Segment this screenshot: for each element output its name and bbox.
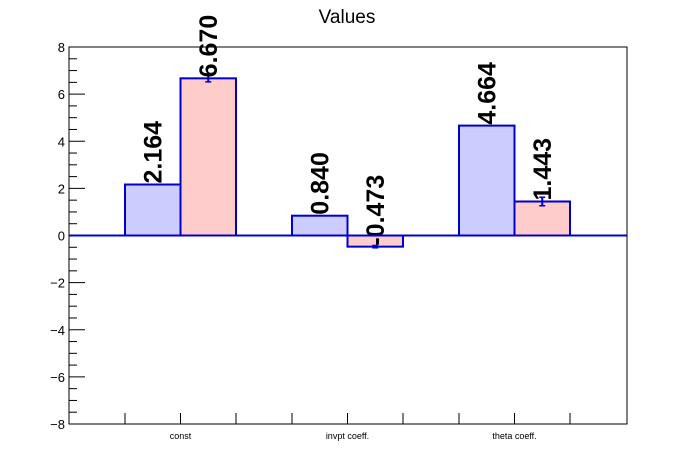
y-tick-label: 0 <box>58 229 65 244</box>
bar <box>458 124 516 237</box>
bar-value-label: 1.443 <box>529 138 557 201</box>
y-tick-label: 8 <box>58 40 65 55</box>
y-tick-label: −8 <box>50 417 65 432</box>
bar-value-label: 4.664 <box>474 62 502 125</box>
bar <box>124 183 182 237</box>
y-tick-label: −6 <box>50 370 65 385</box>
plot-area: −8 −6 −4 −2 0 2 4 6 8 const invpt coeff. theta coef… <box>50 15 628 441</box>
bar <box>291 214 349 237</box>
y-tick-label: 4 <box>58 134 65 149</box>
bar <box>513 200 571 237</box>
x-category-label: const <box>170 431 192 441</box>
y-tick-label: −2 <box>50 276 65 291</box>
bar <box>179 77 237 237</box>
chart-title: Values <box>319 7 376 28</box>
bar-value-label: 0.840 <box>307 152 335 215</box>
y-tick-label: 6 <box>58 87 65 102</box>
y-tick-label: 2 <box>58 181 65 196</box>
bar-value-label: 2.164 <box>140 121 168 184</box>
bar-value-label: 6.670 <box>195 15 223 78</box>
y-tick-label: −4 <box>50 323 65 338</box>
x-category-label: theta coeff. <box>492 431 536 441</box>
x-category-label: invpt coeff. <box>326 431 369 441</box>
bar-value-label: -0.473 <box>362 175 390 246</box>
